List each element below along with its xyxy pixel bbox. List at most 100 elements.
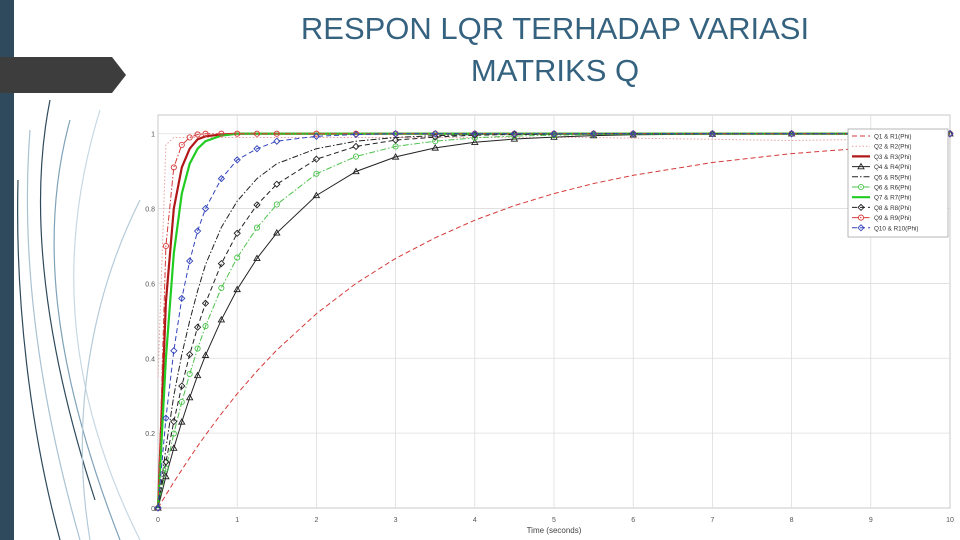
legend-marker	[857, 162, 865, 170]
legend-marker	[857, 183, 865, 191]
data-point	[185, 393, 194, 401]
x-tick-label: 5	[552, 517, 556, 524]
data-point	[178, 382, 186, 390]
legend-entry: Q5 & R5(Phi)	[852, 174, 911, 181]
x-tick-label: 3	[394, 517, 398, 524]
data-point	[194, 131, 201, 138]
legend-label: Q1 & R1(Phi)	[874, 134, 911, 141]
data-point	[589, 130, 598, 138]
slide-title-line-2: MATRIKS Q	[470, 53, 640, 88]
legend-marker	[857, 214, 865, 221]
data-point	[154, 504, 162, 512]
data-point	[194, 345, 201, 352]
data-point	[510, 130, 519, 138]
legend: Q1 & R1(Phi) Q2 & R2(Phi) Q3 & R3(Phi) Q4 &…	[847, 128, 949, 238]
data-point	[708, 130, 717, 138]
legend-entry: Q1 & R1(Phi)	[852, 134, 911, 141]
slide-arrow-marker	[0, 57, 126, 93]
legend-label: Q10 & R10(Phi)	[874, 225, 918, 232]
y-tick-label: 0.6	[145, 281, 155, 288]
series-1	[157, 142, 951, 509]
data-point	[162, 242, 169, 250]
data-point	[471, 130, 479, 138]
data-point	[787, 130, 796, 138]
legend-entry: Q9 & R9(Phi)	[852, 214, 911, 222]
data-point	[629, 130, 637, 138]
data-point	[170, 164, 177, 171]
data-point	[186, 257, 194, 265]
data-point	[253, 201, 261, 209]
data-point	[253, 145, 261, 153]
data-point	[186, 350, 194, 359]
data-point	[217, 174, 225, 183]
x-tick-label: 6	[631, 517, 635, 524]
data-point	[193, 227, 202, 235]
data-point	[471, 134, 478, 141]
data-point	[201, 351, 210, 358]
data-point	[253, 254, 261, 262]
data-point	[550, 133, 558, 140]
slide-decoration	[0, 57, 141, 540]
data-point	[273, 137, 281, 145]
decorative-curve-1	[39, 99, 96, 501]
legend-box	[847, 128, 949, 238]
x-tick-label: 7	[710, 517, 714, 524]
data-point	[193, 323, 202, 331]
legend-entry: Q10 & R10(Phi)	[852, 224, 918, 232]
legend-marker	[857, 224, 865, 232]
legend-label: Q7 & R7(Phi)	[874, 195, 911, 202]
legend-label: Q5 & R5(Phi)	[874, 174, 911, 181]
data-point	[273, 130, 280, 137]
data-point	[253, 224, 261, 231]
x-tick-label: 9	[869, 517, 873, 524]
x-tick-label: 2	[314, 517, 318, 524]
data-point	[218, 284, 225, 291]
decorative-curve-3	[26, 129, 81, 540]
data-point	[391, 153, 400, 160]
data-point	[431, 144, 439, 151]
legend-label: Q6 & R6(Phi)	[874, 185, 911, 192]
data-point	[186, 370, 193, 378]
data-point	[233, 156, 241, 164]
data-point	[352, 153, 360, 160]
decorative-curve-6	[81, 199, 141, 540]
y-tick-label: 0.4	[145, 356, 155, 363]
axis-tick-labels: 0 1 2 3 4 5 6 7 8 9 10 0 0.2 0.4 0.6 0.8 1	[145, 132, 954, 524]
x-tick-label: 1	[235, 517, 239, 524]
legend-entry: Q4 & R4(Phi)	[852, 162, 911, 171]
legend-entry: Q6 & R6(Phi)	[852, 183, 911, 192]
slide-title: RESPON LQR TERHADAP VARIASI MATRIKS Q	[170, 8, 940, 92]
data-point	[550, 130, 558, 138]
legend-label: Q8 & R8(Phi)	[874, 205, 911, 212]
data-point	[431, 130, 439, 138]
decorative-curve-5	[17, 179, 61, 540]
data-point	[202, 130, 209, 137]
data-point	[273, 228, 281, 236]
data-point	[312, 132, 321, 140]
x-tick-label: 0	[156, 517, 160, 524]
data-point	[178, 399, 185, 406]
data-point	[392, 143, 399, 150]
data-point	[217, 315, 226, 323]
series-line	[157, 133, 950, 509]
x-tick-label: 10	[946, 517, 954, 524]
data-point	[178, 141, 185, 148]
data-point	[312, 155, 321, 163]
data-point	[170, 347, 178, 355]
data-point	[202, 323, 209, 330]
data-point	[352, 167, 360, 175]
data-point	[162, 465, 169, 472]
data-point	[170, 444, 178, 451]
data-point	[162, 458, 170, 466]
legend-label: Q3 & R3(Phi)	[874, 154, 911, 161]
data-point	[352, 142, 360, 151]
data-point	[313, 170, 320, 177]
y-tick-label: 1	[151, 132, 155, 139]
data-point	[201, 204, 210, 213]
data-point	[432, 138, 439, 145]
data-point	[217, 259, 225, 268]
data-point	[177, 418, 186, 425]
data-point	[233, 229, 241, 237]
y-tick-label: 0.8	[145, 207, 155, 214]
legend-entry: Q7 & R7(Phi)	[852, 195, 911, 202]
